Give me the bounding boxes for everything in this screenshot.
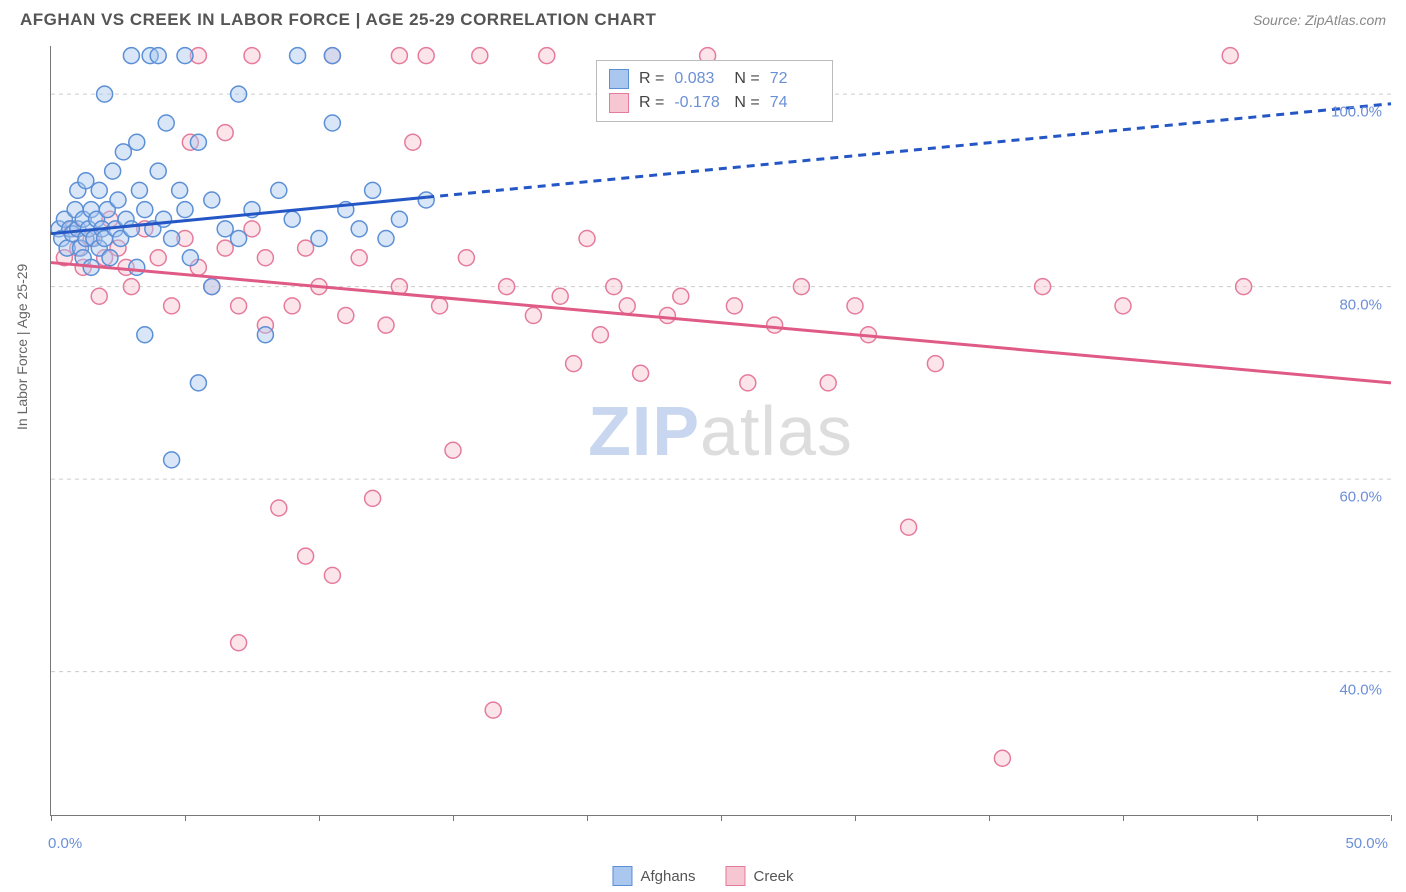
bottom-legend-swatch-blue	[612, 866, 632, 886]
legend-swatch-pink	[609, 93, 629, 113]
y-tick-label: 40.0%	[1339, 681, 1382, 698]
x-tick	[185, 815, 186, 821]
legend-stats-row-pink: R = -0.178 N = 74	[609, 91, 820, 115]
y-tick-label: 80.0%	[1339, 296, 1382, 313]
scatter-svg	[51, 46, 1390, 815]
legend-stats-row-blue: R = 0.083 N = 72	[609, 67, 820, 91]
bottom-legend-item-creek: Creek	[726, 866, 794, 886]
x-tick	[989, 815, 990, 821]
x-tick	[453, 815, 454, 821]
legend-n-value-pink: 74	[770, 91, 820, 115]
legend-r-value-pink: -0.178	[674, 91, 724, 115]
x-tick	[587, 815, 588, 821]
bottom-legend-swatch-pink	[726, 866, 746, 886]
x-tick	[51, 815, 52, 821]
x-max-label: 50.0%	[1345, 835, 1388, 852]
source-label: Source: ZipAtlas.com	[1253, 12, 1386, 28]
legend-n-label: N =	[734, 67, 759, 91]
chart-plot-area: ZIPatlas R = 0.083 N = 72 R = -0.178 N =…	[50, 46, 1390, 816]
x-min-label: 0.0%	[48, 835, 82, 852]
bottom-legend: Afghans Creek	[612, 866, 793, 886]
bottom-legend-label-afghans: Afghans	[640, 868, 695, 885]
legend-r-label: R =	[639, 67, 664, 91]
x-tick	[855, 815, 856, 821]
legend-r-value-blue: 0.083	[674, 67, 724, 91]
x-tick	[1391, 815, 1392, 821]
x-tick	[1257, 815, 1258, 821]
y-tick-label: 60.0%	[1339, 489, 1382, 506]
legend-n-value-blue: 72	[770, 67, 820, 91]
legend-stats-box: R = 0.083 N = 72 R = -0.178 N = 74	[596, 60, 833, 122]
bottom-legend-item-afghans: Afghans	[612, 866, 695, 886]
x-tick	[721, 815, 722, 821]
x-tick	[319, 815, 320, 821]
y-tick-label: 100.0%	[1331, 104, 1382, 121]
chart-title: AFGHAN VS CREEK IN LABOR FORCE | AGE 25-…	[20, 10, 656, 30]
y-axis-title: In Labor Force | Age 25-29	[14, 264, 30, 430]
legend-r-label: R =	[639, 91, 664, 115]
legend-swatch-blue	[609, 69, 629, 89]
x-tick	[1123, 815, 1124, 821]
legend-n-label: N =	[734, 91, 759, 115]
bottom-legend-label-creek: Creek	[754, 868, 794, 885]
